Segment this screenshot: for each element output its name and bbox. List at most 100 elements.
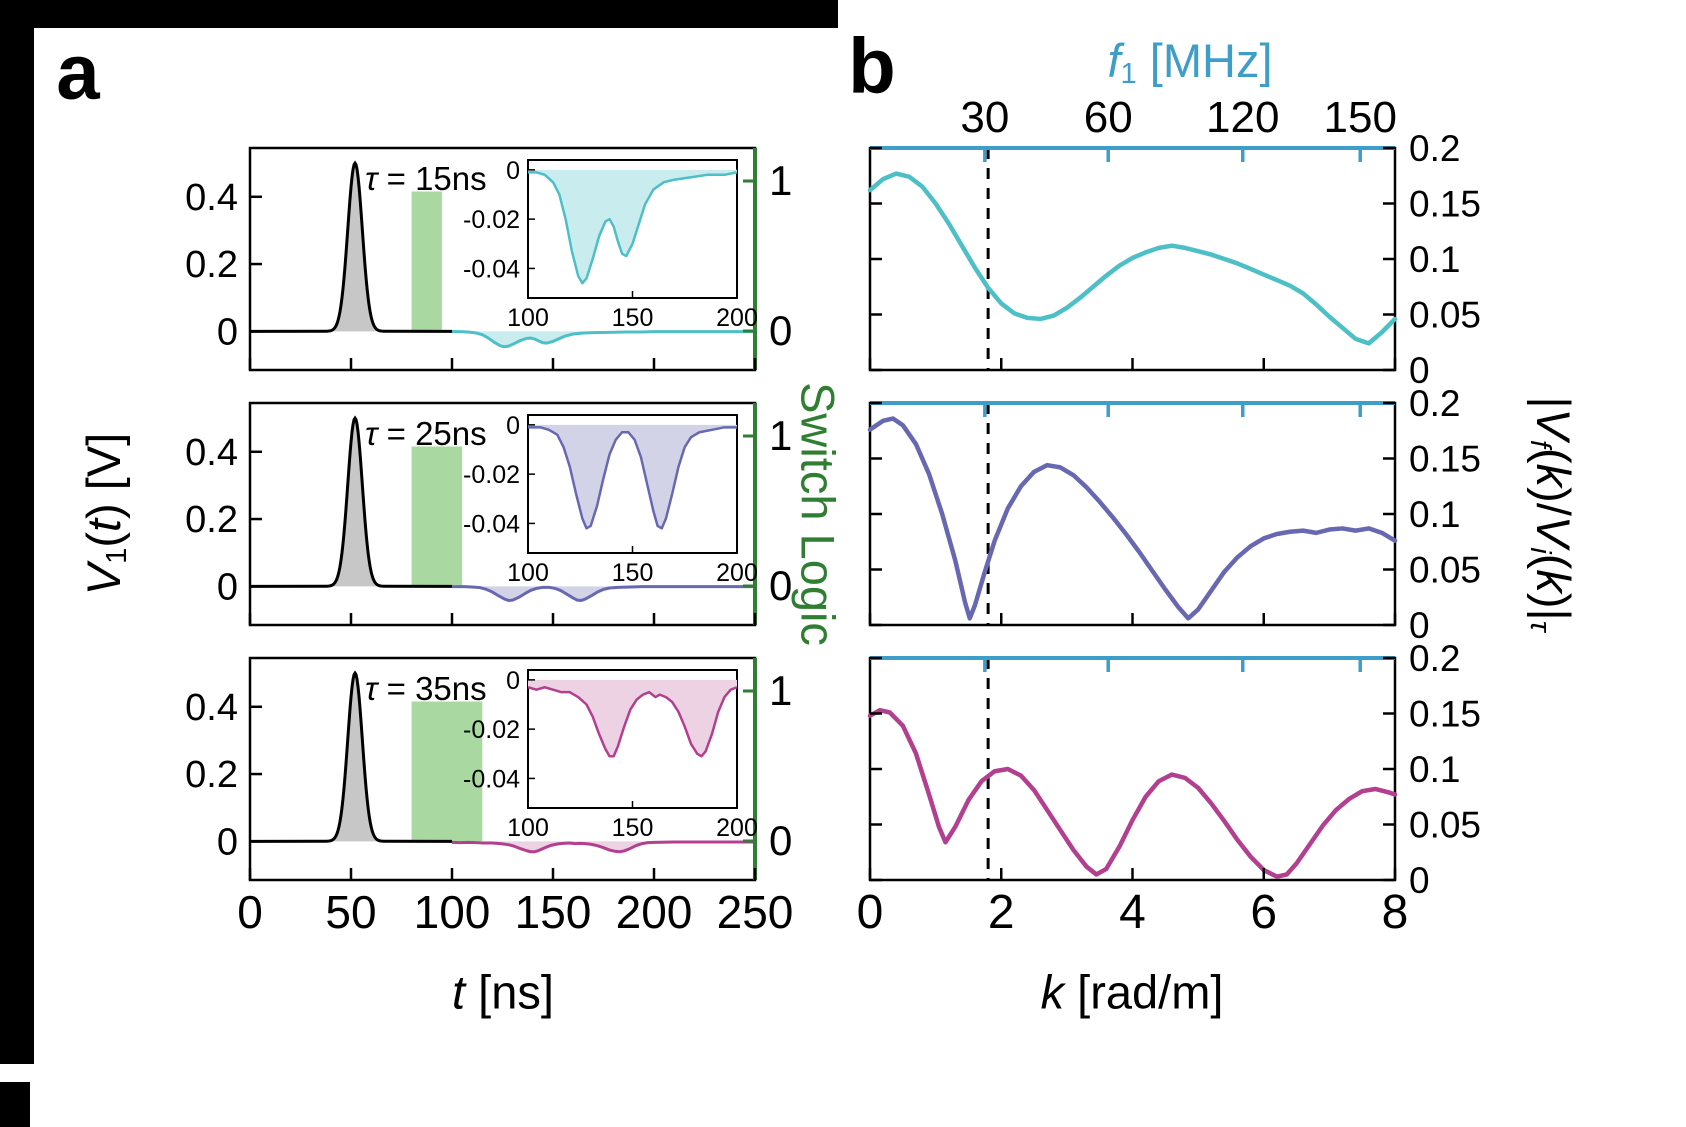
axes-box	[868, 401, 1397, 627]
inset-x-tick-label: 150	[612, 814, 654, 842]
x-axis-label-b: k [rad/m]	[1040, 965, 1224, 1019]
f1-tick-label: 30	[960, 93, 1009, 142]
subplot-a-2: 0 0.2 0.4 0 1 τ = 25ns 0 -0.02 -0.04 100 150 200	[185, 401, 792, 627]
inset-x-tick-label: 200	[716, 814, 758, 842]
inset-plot: 0 -0.02 -0.04 100 150 200	[463, 412, 758, 587]
y-axis-label-b: |Vf(k)/Vi(k)|τ	[1523, 396, 1581, 632]
inset-y-tick-label: 0	[506, 412, 520, 440]
subplot-b-1: 30 60 120 150 0 0.05 0.1 0.15 0.2	[867, 93, 1481, 391]
v1-tick-label: 0.2	[185, 244, 238, 286]
inset-x-tick-label: 100	[507, 559, 549, 587]
f1-tick-label: 120	[1206, 93, 1279, 142]
subplot-b-2: 0 0.05 0.1 0.15 0.2	[867, 383, 1481, 646]
inset-y-tick-label: -0.02	[463, 461, 520, 489]
ratio-tick-label: 0	[1409, 350, 1430, 391]
panel-label-a: a	[56, 27, 100, 116]
ratio-tick-label: 0.1	[1409, 494, 1460, 535]
v1-tick-label: 0	[217, 566, 238, 608]
ratio-tick-label: 0.05	[1409, 295, 1481, 336]
x-axis-label-a: t [ns]	[452, 965, 554, 1019]
pulse-fill	[322, 673, 388, 842]
switch-logic-axis-label: Switch Logic	[791, 382, 845, 646]
inset-fill	[528, 424, 737, 529]
t-tick-label: 200	[616, 886, 693, 938]
v1-tick-label: 0.4	[185, 432, 238, 474]
response-fill	[452, 331, 755, 347]
response-curve-tau25	[452, 585, 755, 602]
tau-annotation: τ = 25ns	[365, 415, 487, 452]
logic-tick-label: 1	[769, 412, 792, 459]
ratio-tick-label: 0	[1409, 860, 1430, 901]
inset-x-tick-label: 150	[612, 304, 654, 332]
inset-plot: 0 -0.02 -0.04 100 150 200	[463, 667, 758, 842]
inset-x-tick-label: 100	[507, 814, 549, 842]
v1-tick-label: 0.2	[185, 754, 238, 796]
t-tick-label: 100	[414, 886, 491, 938]
input-pulse-trace	[249, 415, 453, 588]
response-fill	[452, 586, 755, 601]
f1-tick-label: 60	[1084, 93, 1133, 142]
ratio-tick-label: 0.15	[1409, 184, 1481, 225]
tau-annotation: τ = 35ns	[365, 670, 487, 707]
logic-tick-label: 0	[769, 817, 792, 864]
ratio-tick-label: 0.2	[1409, 383, 1460, 424]
switch-logic-bar	[411, 701, 483, 841]
v1-tick-label: 0.4	[185, 687, 238, 729]
ratio-tick-label: 0.05	[1409, 805, 1481, 846]
ratio-tick-label: 0.15	[1409, 439, 1481, 480]
ratio-tick-label: 0.05	[1409, 550, 1481, 591]
transfer-curve-2	[867, 416, 1398, 621]
input-pulse-trace	[249, 160, 453, 333]
ratio-tick-label: 0	[1409, 605, 1430, 646]
frame-left-bar	[0, 0, 34, 1064]
logic-tick-label: 0	[769, 307, 792, 354]
subplot-b-3: 0 0.05 0.1 0.15 0.2 0 2 4 6 8	[857, 638, 1481, 939]
inset-curve	[528, 171, 738, 285]
axes-box	[868, 656, 1397, 882]
inset-fill	[528, 679, 737, 757]
logic-tick-label: 1	[769, 157, 792, 204]
inset-y-tick-label: -0.04	[463, 510, 520, 538]
inset-plot: 0 -0.02 -0.04 100 150 200	[463, 157, 758, 332]
t-tick-label: 150	[515, 886, 592, 938]
k-tick-label: 4	[1119, 886, 1146, 939]
inset-fill	[528, 169, 737, 284]
frame-bottom-left-mark	[0, 1082, 30, 1127]
inset-y-tick-label: -0.02	[463, 206, 520, 234]
f1-tick-label: 150	[1324, 93, 1397, 142]
t-tick-label: 50	[325, 886, 376, 938]
frame-top-bar	[0, 0, 838, 28]
v1-tick-label: 0	[217, 821, 238, 863]
inset-x-tick-label: 200	[716, 559, 758, 587]
tau-annotation: τ = 15ns	[365, 160, 487, 197]
v1-tick-label: 0	[217, 311, 238, 353]
ratio-tick-label: 0.2	[1409, 638, 1460, 679]
logic-tick-label: 1	[769, 667, 792, 714]
f1-axis-title: f1 [MHz]	[1107, 33, 1273, 91]
subplot-a-1: 0 0.2 0.4 0 1 τ = 15ns 0 -0.02 -0.04 100 150 200	[185, 146, 792, 372]
ratio-tick-label: 0.2	[1409, 128, 1460, 169]
inset-curve	[528, 426, 737, 530]
transfer-curve-1	[867, 171, 1398, 346]
ratio-tick-label: 0.15	[1409, 694, 1481, 735]
response-curve-tau15	[452, 330, 755, 349]
pulse-fill	[322, 163, 388, 332]
y-axis-label-a: V1(t) [V]	[76, 432, 134, 596]
v1-tick-label: 0.2	[185, 499, 238, 541]
t-tick-label: 250	[717, 886, 794, 938]
inset-y-tick-label: -0.04	[463, 765, 520, 793]
response-curve-tau35	[451, 840, 755, 854]
inset-y-tick-label: -0.04	[463, 255, 520, 283]
transfer-curve-3	[867, 707, 1398, 879]
inset-x-tick-label: 150	[612, 559, 654, 587]
pulse-fill	[322, 418, 388, 587]
k-tick-label: 8	[1382, 886, 1409, 939]
subplot-a-3: 0 0.2 0.4 0 50 100 150 200 250 0 1 τ = 35ns 0 -0.02 -0…	[185, 656, 794, 938]
k-tick-label: 2	[988, 886, 1015, 939]
ratio-tick-label: 0.1	[1409, 239, 1460, 280]
panel-label-b: b	[848, 21, 896, 110]
switch-logic-bar	[411, 446, 463, 586]
inset-y-tick-label: 0	[506, 157, 520, 185]
